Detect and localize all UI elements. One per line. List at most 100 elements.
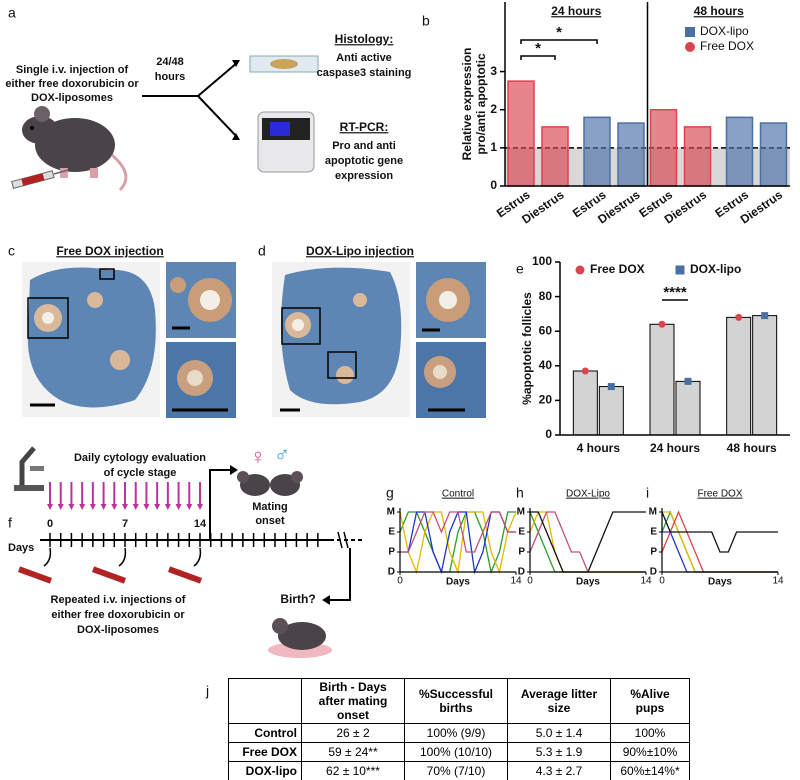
group-title: 24 hours: [551, 4, 601, 18]
x-axis-label: Days: [446, 577, 470, 588]
panel-label: j: [205, 683, 209, 699]
header-cell: %Alive pups: [610, 678, 690, 724]
y-tick-label: 20: [539, 393, 553, 407]
label: Histology:: [335, 32, 394, 46]
arrowhead: [232, 60, 240, 140]
annotation: *: [535, 40, 541, 57]
y-axis-label: pro/anti apoptotic: [474, 53, 488, 155]
x-tick-label: 0: [397, 576, 403, 587]
series-line: [400, 511, 516, 553]
arrowhead: [197, 504, 203, 510]
bar: [572, 370, 598, 436]
bar: [649, 108, 678, 187]
y-axis-label: %apoptotic follicles: [520, 292, 534, 405]
syringe-icon: [11, 169, 69, 189]
bar: [675, 380, 701, 436]
bar: [507, 80, 535, 187]
mice-icon: [237, 471, 303, 496]
y-tick-label: P: [650, 547, 657, 558]
y-tick-label: E: [650, 527, 657, 538]
y-tick-label: 80: [539, 289, 553, 303]
y-tick-label: E: [388, 527, 395, 538]
syringes: [17, 547, 203, 584]
series-line: [661, 510, 778, 573]
y-tick-label: 60: [539, 323, 553, 337]
label: Repeated i.v. injections of: [51, 594, 186, 606]
label: hours: [155, 71, 186, 83]
table-row: DOX-lipo 62 ± 10*** 70% (7/10) 4.3 ± 2.7…: [228, 761, 690, 780]
label: Birth?: [280, 592, 315, 606]
arrowhead: [111, 504, 118, 510]
bar: [583, 116, 611, 187]
marker: [685, 27, 695, 37]
chart-title: DOX-Lipo: [566, 489, 610, 500]
x-axis-label: Days: [576, 577, 600, 588]
y-tick-label: M: [517, 507, 525, 518]
arrowhead: [89, 504, 96, 510]
symbol: ♂: [274, 442, 291, 467]
row-label: DOX-lipo: [228, 761, 302, 780]
header-cell: %Successful births: [404, 678, 508, 724]
marker: [658, 320, 666, 328]
marker: [675, 265, 685, 275]
cell: 26 ± 2: [301, 723, 405, 743]
annotation: ****: [663, 284, 687, 301]
results-table: Birth - Days after mating onset %Success…: [228, 678, 690, 780]
pcr-machine-icon: [257, 111, 315, 173]
y-tick-label: P: [388, 547, 395, 558]
bar: [759, 122, 788, 187]
panel-label: h: [516, 485, 524, 501]
y-tick-label: 0: [545, 427, 552, 441]
header-cell: Birth - Days after mating onset: [301, 678, 405, 724]
cell: 5.0 ± 1.4: [507, 723, 611, 743]
bracket: [520, 39, 598, 44]
panel-label: f: [8, 515, 12, 531]
legend-label: Free DOX: [590, 262, 645, 276]
arrowhead: [79, 504, 86, 510]
arrowhead: [164, 504, 171, 510]
legend-label: DOX-lipo: [700, 24, 749, 38]
panel-title: DOX-Lipo injection: [306, 244, 414, 258]
x-tick-label: 4 hours: [577, 441, 621, 455]
histology-image: [272, 262, 486, 418]
panel-title: Free DOX injection: [56, 244, 163, 258]
x-tick-label: 24 hours: [650, 441, 700, 455]
x-tick-label: 48 hours: [727, 441, 777, 455]
label: either free doxorubicin or: [5, 78, 139, 90]
axis-label: Days: [8, 542, 34, 554]
y-tick-label: P: [518, 547, 525, 558]
x-tick-label: 14: [510, 576, 522, 587]
y-tick-label: D: [650, 567, 657, 578]
marker: [735, 313, 743, 321]
label: apoptotic gene: [325, 155, 403, 167]
bar: [541, 126, 569, 187]
series-line: [529, 511, 646, 573]
label: Pro and anti: [332, 140, 396, 152]
panel-label: c: [8, 243, 15, 259]
panel-label: a: [8, 5, 16, 21]
bar: [725, 116, 754, 187]
header-cell: Average litter size: [507, 678, 611, 724]
table-header-row: Birth - Days after mating onset %Success…: [228, 678, 690, 724]
x-axis-label: Days: [708, 577, 732, 588]
series-line: [529, 511, 646, 573]
annotation: *: [556, 24, 562, 41]
y-tick-label: E: [518, 527, 525, 538]
label: Daily cytology evaluation: [74, 452, 206, 464]
panel-label: g: [386, 485, 394, 501]
label: DOX-liposomes: [77, 624, 159, 636]
label: either free doxorubicin or: [51, 609, 185, 621]
bar: [752, 315, 778, 436]
cell: 70% (7/10): [404, 761, 508, 780]
y-tick-label: 2: [490, 102, 497, 116]
marker: [761, 312, 769, 320]
x-tick-label: 14: [640, 576, 652, 587]
series-line: [661, 510, 778, 573]
tick-label: 0: [47, 518, 53, 530]
y-tick-label: 1: [490, 140, 497, 154]
cell: 100%: [610, 723, 690, 743]
daily-arrows: [47, 482, 203, 510]
label: of cycle stage: [104, 467, 177, 479]
label: caspase3 staining: [317, 67, 412, 79]
